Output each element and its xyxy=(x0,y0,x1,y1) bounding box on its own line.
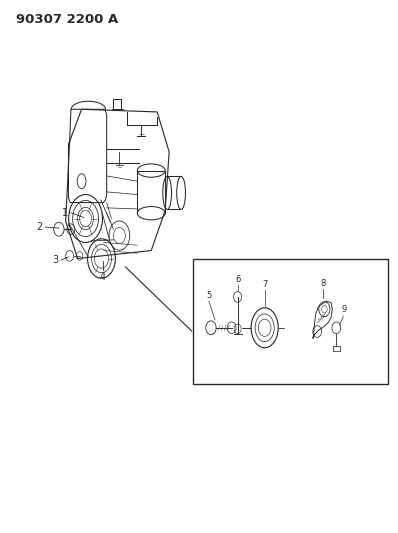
Text: 3: 3 xyxy=(53,255,59,265)
Text: 4: 4 xyxy=(100,272,106,282)
Text: 90307 2200 A: 90307 2200 A xyxy=(16,13,118,26)
Text: 6: 6 xyxy=(235,275,240,284)
Text: 2: 2 xyxy=(37,222,43,232)
Text: 9: 9 xyxy=(341,305,347,314)
Text: 5: 5 xyxy=(206,291,212,300)
Text: 8: 8 xyxy=(320,279,326,288)
Bar xyxy=(193,259,388,384)
Text: 1: 1 xyxy=(62,208,68,217)
Text: 7: 7 xyxy=(262,280,267,289)
